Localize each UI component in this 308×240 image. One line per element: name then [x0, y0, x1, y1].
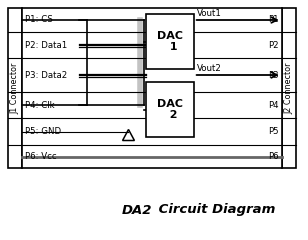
Text: P6: P6	[268, 152, 279, 161]
Text: P6: Vcc: P6: Vcc	[25, 152, 56, 161]
Text: J1 Connector: J1 Connector	[10, 62, 19, 114]
Text: Circuit Diagram: Circuit Diagram	[154, 204, 276, 216]
Text: P1: CS: P1: CS	[25, 16, 52, 24]
Text: P5: P5	[268, 127, 279, 136]
Text: Vout2: Vout2	[197, 64, 221, 73]
Text: P5: GND: P5: GND	[25, 127, 61, 136]
Bar	[8, 8, 22, 168]
Bar	[22, 8, 282, 168]
Text: P4: Clk: P4: Clk	[25, 101, 54, 109]
Text: Vout1: Vout1	[197, 9, 221, 18]
Text: P3: Data2: P3: Data2	[25, 71, 67, 79]
Bar	[282, 8, 296, 168]
Text: P2: Data1: P2: Data1	[25, 41, 67, 49]
Text: DAC
  1: DAC 1	[157, 31, 183, 52]
Text: DAC
  2: DAC 2	[157, 99, 183, 120]
Text: J2 Connector: J2 Connector	[284, 62, 293, 114]
Text: P2: P2	[268, 41, 279, 49]
Bar	[146, 82, 194, 137]
Text: P4: P4	[268, 101, 279, 109]
Text: DA2: DA2	[122, 204, 152, 216]
Text: P3: P3	[268, 71, 279, 79]
Text: P1: P1	[268, 16, 279, 24]
Bar	[146, 14, 194, 69]
